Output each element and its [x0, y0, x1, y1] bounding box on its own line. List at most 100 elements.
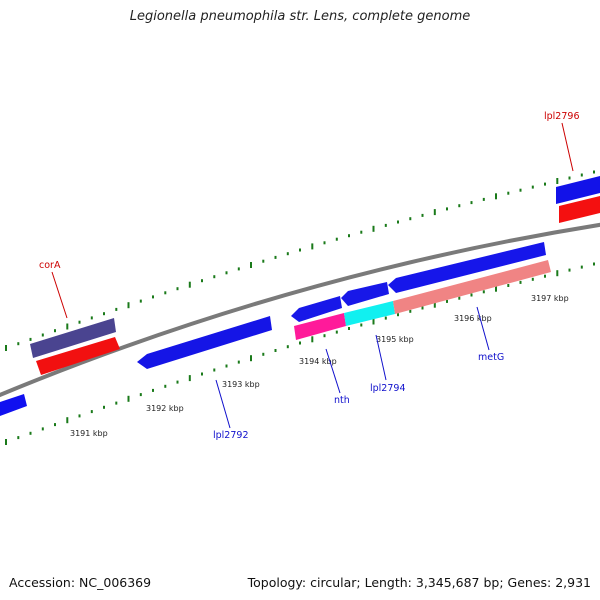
map-title: Legionella pneumophila str. Lens, comple… — [129, 9, 471, 24]
cds-feature-lpl2794[interactable] — [344, 301, 395, 326]
inner-scale-ring-tick — [495, 285, 497, 292]
tick-label-3192: 3192 kbp — [146, 404, 184, 413]
outer-scale-ring-tick — [17, 342, 20, 346]
inner-scale-ring-tick — [103, 405, 105, 409]
outer-scale-ring-tick — [384, 223, 387, 227]
inner-scale-ring-tick — [274, 349, 277, 352]
outer-scale-ring-tick — [580, 173, 583, 177]
outer-scale-ring-tick — [237, 267, 240, 271]
inner-scale-ring-tick — [360, 323, 363, 327]
inner-scale-ring-tick — [531, 277, 534, 281]
outer-scale-ring-tick — [556, 178, 559, 184]
cds-feature-nth[interactable] — [294, 313, 346, 340]
outer-scale-ring-tick — [446, 207, 448, 211]
tick-label-3197: 3197 kbp — [531, 294, 569, 303]
outer-scale-ring-tick — [482, 197, 485, 201]
tick-label-3196: 3196 kbp — [454, 314, 492, 323]
tick-label-3191: 3191 kbp — [70, 429, 108, 438]
outer-scale-ring-tick — [593, 170, 595, 174]
outer-scale-ring-tick — [299, 248, 301, 252]
inner-scale-ring-tick — [397, 313, 399, 317]
outer-scale-ring-tick — [164, 291, 167, 295]
outer-scale-ring-tick — [78, 320, 81, 324]
outer-scale-ring-tick — [286, 252, 289, 256]
feature-label-lpl2794[interactable]: lpl2794 — [370, 383, 406, 394]
inner-scale-ring-tick — [507, 284, 510, 287]
outer-scale-ring-tick — [201, 279, 203, 283]
outer-scale-ring-tick — [335, 237, 338, 241]
inner-scale-ring-tick — [152, 388, 154, 392]
gene-feature-lpl2792[interactable] — [137, 316, 272, 369]
outer-scale-ring-tick — [568, 176, 571, 180]
feature-label-lpl2792[interactable]: lpl2792 — [213, 430, 249, 441]
inner-scale-ring-tick — [78, 414, 81, 418]
outer-scale-ring-tick — [103, 312, 105, 316]
inner-scale-ring-tick — [519, 280, 522, 284]
inner-scale-ring-tick — [201, 372, 203, 376]
cds-feature-lpl2796[interactable] — [559, 196, 600, 223]
feature-label-nth[interactable]: nth — [334, 395, 350, 406]
inner-scale-ring-tick — [176, 380, 179, 384]
gene-feature-lpl2794[interactable] — [341, 282, 389, 306]
accession-label: Accession: — [9, 575, 76, 590]
inner-scale-ring-tick — [299, 341, 301, 345]
inner-scale-ring-tick — [17, 436, 20, 440]
inner-scale-ring-tick — [90, 410, 93, 414]
outer-scale-ring-tick — [372, 225, 375, 232]
outer-scale-ring-tick — [544, 182, 546, 186]
gene-feature-left-partial[interactable] — [0, 394, 27, 416]
gene-feature-nth[interactable] — [291, 296, 342, 322]
inner-scale-ring-tick — [262, 352, 265, 356]
outer-scale-ring-tick — [470, 201, 473, 205]
inner-scale-ring-tick — [568, 268, 571, 272]
inner-scale-ring-tick — [544, 274, 546, 278]
feature-label-cora[interactable]: corA — [39, 260, 61, 271]
outer-scale-ring-tick — [29, 337, 32, 341]
inner-scale-ring-tick — [29, 431, 32, 435]
inner-scale-ring-tick — [384, 316, 387, 320]
gene-feature-cora[interactable] — [30, 318, 116, 358]
outer-scale-ring-tick — [421, 213, 424, 217]
outer-scale-ring-tick — [458, 204, 461, 208]
inner-scale-ring-tick — [213, 368, 216, 372]
inner-scale-ring-tick — [580, 265, 583, 269]
outer-scale-ring-tick — [519, 188, 522, 192]
inner-scale-ring-tick — [335, 330, 338, 334]
inner-scale-ring-tick — [237, 360, 240, 364]
outer-scale-ring-tick — [397, 220, 399, 224]
outer-scale-ring-tick — [41, 333, 44, 337]
cds-feature-cora[interactable] — [36, 337, 120, 375]
feature-label-lpl2796[interactable]: lpl2796 — [544, 111, 580, 122]
gene-feature-metg[interactable] — [388, 242, 546, 293]
inner-scale-ring-tick — [311, 336, 314, 343]
inner-scale-ring-tick — [482, 290, 485, 294]
outer-scale-ring-tick — [188, 281, 191, 288]
inner-scale-ring-tick — [41, 427, 44, 431]
outer-scale-ring-tick — [152, 295, 154, 299]
outer-scale-ring-tick — [495, 193, 497, 200]
inner-scale-ring-tick — [250, 355, 252, 362]
outer-scale-ring-tick — [531, 185, 534, 189]
leader-line-nth — [325, 348, 341, 394]
outer-scale-ring-tick — [115, 307, 118, 311]
leader-line-lpl2794 — [375, 334, 387, 381]
inner-scale-ring-tick — [556, 270, 559, 277]
outer-scale-ring-tick — [360, 230, 363, 234]
tick-label-3195: 3195 kbp — [376, 335, 414, 344]
outer-scale-ring-tick — [274, 255, 277, 259]
accession-text: Accession: NC_006369 — [9, 575, 151, 590]
leader-line-cora — [51, 271, 68, 319]
inner-scale-ring-tick — [286, 345, 289, 349]
inner-scale-ring-tick — [127, 395, 130, 402]
accession-value: NC_006369 — [79, 575, 152, 590]
inner-scale-ring-tick — [323, 334, 326, 338]
inner-scale-ring-tick — [66, 417, 69, 424]
inner-scale-ring-tick — [458, 296, 461, 300]
outer-scale-ring-tick — [225, 271, 228, 275]
gene-feature-lpl2796[interactable] — [556, 176, 600, 204]
feature-label-metg[interactable]: metG — [478, 352, 504, 363]
outer-scale-ring-tick — [311, 243, 314, 250]
inner-scale-ring-tick — [54, 423, 56, 427]
cds-feature-metg[interactable] — [393, 260, 551, 314]
